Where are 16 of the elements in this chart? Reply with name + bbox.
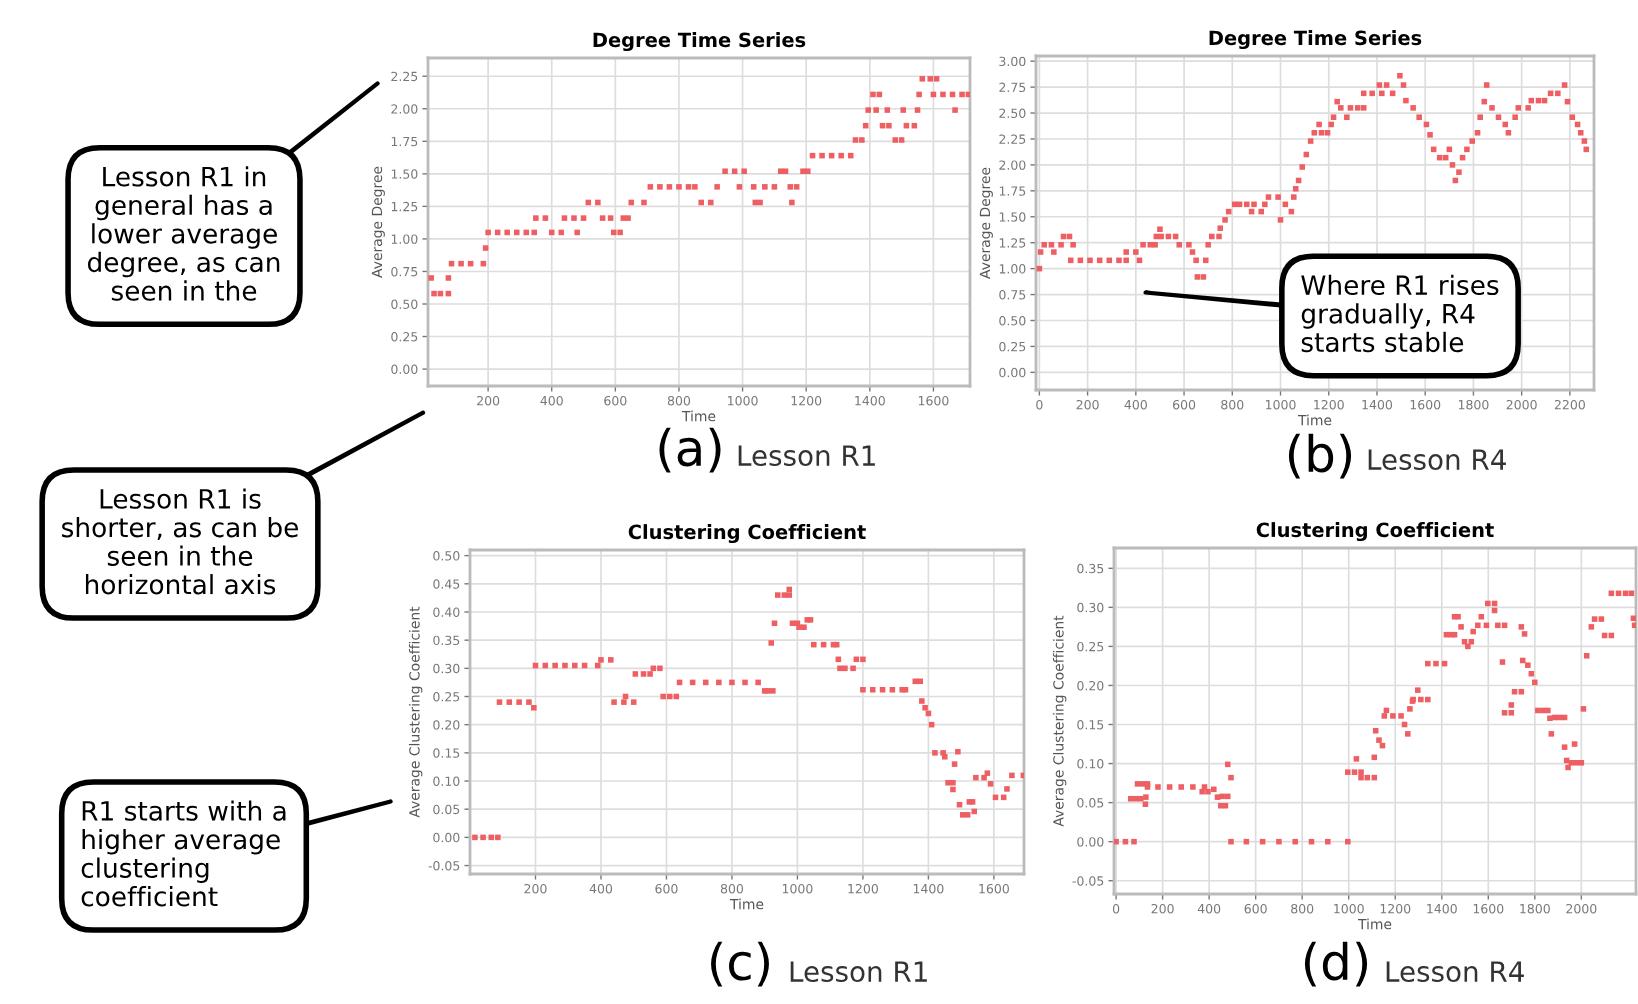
text: Lesson R1 in general has a lower average degree, as can seen in the: [87, 166, 280, 301]
text: R1 starts with a higher average clustering coefficient: [81, 800, 286, 907]
text: Lesson R4: [1386, 961, 1524, 983]
chart-title: Degree Time Series: [1209, 30, 1422, 50]
text: Lesson R1: [738, 445, 875, 467]
chart-title: Clustering Coefficient: [1256, 522, 1494, 542]
annotation: Where R1 rises gradually, R4 starts stable: [1301, 274, 1499, 353]
text: Lesson R1 is shorter, as can be seen in the horizontal axis: [62, 488, 298, 595]
text: (b): [1288, 433, 1352, 479]
text: (c): [711, 941, 769, 987]
text: Lesson R4: [1368, 449, 1506, 471]
text: (d): [1304, 941, 1368, 987]
text: Lesson R1: [790, 961, 927, 983]
chart-title: Clustering Coefficient: [628, 524, 866, 544]
text: (a): [659, 427, 721, 473]
chart-title: Degree Time Series: [593, 32, 806, 52]
